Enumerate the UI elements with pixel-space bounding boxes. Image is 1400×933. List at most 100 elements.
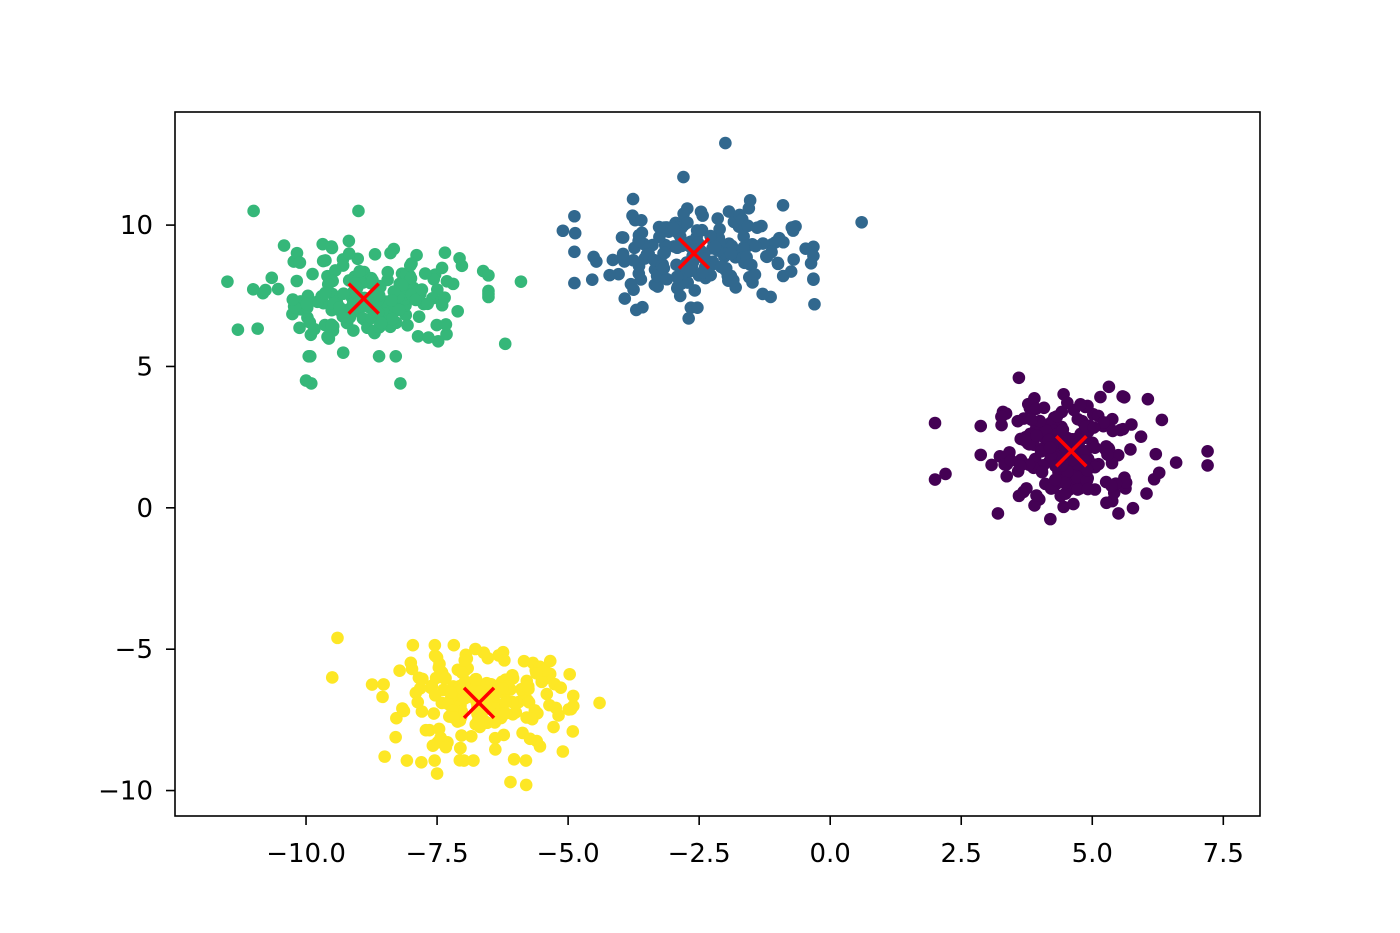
- data-point: [337, 287, 350, 300]
- data-point: [384, 246, 397, 260]
- x-tick-label: 2.5: [941, 839, 982, 869]
- data-point: [455, 666, 469, 680]
- data-point: [939, 467, 952, 481]
- data-point: [431, 335, 445, 348]
- data-point: [556, 745, 570, 758]
- data-point: [456, 682, 469, 696]
- data-point: [543, 654, 557, 668]
- data-point: [484, 678, 498, 691]
- data-point: [1028, 499, 1041, 512]
- data-point: [590, 255, 603, 268]
- data-point: [1119, 476, 1133, 489]
- data-point: [1029, 402, 1043, 416]
- data-point: [439, 671, 452, 685]
- data-point: [290, 246, 304, 260]
- data-point: [776, 199, 790, 212]
- data-point: [271, 282, 285, 296]
- data-point: [303, 349, 317, 363]
- data-point: [719, 136, 732, 150]
- data-point: [1000, 469, 1014, 483]
- centroid-marker-1: [1055, 435, 1088, 468]
- data-point: [681, 216, 694, 229]
- data-point: [514, 275, 528, 288]
- data-point: [615, 231, 629, 244]
- data-point: [413, 682, 427, 695]
- data-point: [629, 303, 643, 317]
- data-point: [299, 374, 313, 387]
- y-tick-label: −10: [98, 777, 153, 807]
- data-point: [428, 649, 442, 662]
- data-point: [750, 221, 764, 234]
- data-point: [498, 337, 512, 351]
- data-point: [325, 318, 338, 331]
- data-point: [1126, 501, 1140, 515]
- data-point: [411, 330, 425, 343]
- data-point: [465, 729, 478, 743]
- data-point: [540, 687, 554, 701]
- data-point: [333, 300, 346, 314]
- y-tick-label: 5: [136, 352, 153, 382]
- data-point: [439, 740, 453, 754]
- data-point: [1094, 390, 1107, 404]
- data-point: [392, 303, 406, 317]
- data-point: [496, 681, 509, 695]
- data-point: [1013, 459, 1027, 473]
- data-point: [427, 707, 441, 720]
- data-point: [807, 249, 820, 263]
- data-point: [567, 699, 580, 713]
- data-point: [787, 253, 800, 266]
- data-point: [568, 276, 581, 290]
- y-tick-label: −5: [115, 635, 153, 665]
- data-point: [1048, 473, 1062, 487]
- data-point: [808, 297, 821, 311]
- data-point: [1112, 507, 1125, 520]
- data-point: [991, 507, 1005, 520]
- x-axis: −10.0 −7.5 −5.0 −2.5 0.0 2.5 5.0 7.5: [266, 816, 1244, 869]
- data-point: [606, 253, 620, 267]
- data-point: [519, 778, 533, 792]
- data-point: [547, 720, 560, 734]
- data-point: [454, 741, 467, 755]
- data-point: [419, 723, 433, 737]
- data-point: [711, 212, 725, 225]
- data-point: [393, 664, 406, 678]
- data-point: [389, 349, 403, 363]
- data-point: [682, 312, 695, 325]
- data-point: [306, 267, 319, 281]
- data-point: [246, 283, 260, 296]
- data-point: [660, 272, 674, 286]
- data-point: [469, 642, 482, 656]
- data-point: [1070, 470, 1084, 484]
- data-point: [440, 274, 454, 288]
- data-point: [498, 696, 512, 709]
- data-point: [727, 273, 740, 287]
- data-point: [329, 264, 342, 277]
- data-point: [1152, 466, 1166, 480]
- data-point: [497, 728, 511, 742]
- data-point: [616, 250, 630, 264]
- data-point: [855, 215, 868, 229]
- data-point: [347, 324, 360, 337]
- data-point: [397, 704, 411, 718]
- data-point: [444, 686, 458, 699]
- x-tick-label: −10.0: [266, 839, 346, 869]
- data-point: [627, 253, 640, 267]
- data-point: [543, 698, 556, 712]
- data-point: [1020, 482, 1033, 495]
- data-point: [1074, 398, 1087, 411]
- data-point: [265, 271, 279, 285]
- data-point: [667, 221, 680, 235]
- cluster-4: [325, 631, 606, 792]
- x-tick-label: 0.0: [810, 839, 851, 869]
- data-point: [1061, 396, 1074, 410]
- data-point: [683, 264, 697, 278]
- data-point: [319, 286, 332, 300]
- data-point: [1117, 391, 1131, 404]
- centroid-marker-4: [462, 686, 496, 720]
- data-point: [670, 270, 684, 284]
- data-point: [1201, 444, 1214, 458]
- data-point: [428, 638, 442, 652]
- data-point: [376, 690, 389, 704]
- data-point: [405, 662, 419, 676]
